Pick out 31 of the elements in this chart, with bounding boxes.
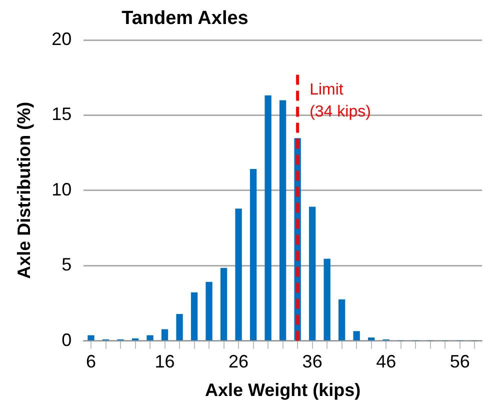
- y-tick-label: 10: [52, 179, 72, 200]
- bar: [220, 268, 228, 340]
- bar: [190, 292, 198, 340]
- y-tick-label: 20: [52, 28, 72, 49]
- y-tick-label: 0: [62, 330, 72, 350]
- chart-title: Tandem Axles: [120, 8, 250, 30]
- y-axis-title: Axle Distribution (%): [14, 102, 34, 279]
- bar: [279, 100, 286, 340]
- y-tick-label: 5: [62, 254, 72, 275]
- bar: [235, 208, 242, 340]
- bar: [161, 329, 168, 340]
- x-tick-label: 36: [302, 352, 322, 372]
- x-tick-label: 46: [376, 352, 396, 372]
- bar: [368, 337, 375, 340]
- bar: [353, 331, 360, 340]
- bar: [308, 206, 316, 340]
- bar: [206, 282, 212, 340]
- x-tick-label: 6: [86, 352, 96, 372]
- x-tick-label: 56: [450, 352, 470, 372]
- ref-line-label: Limit (34 kips): [310, 81, 371, 120]
- bar: [146, 335, 154, 340]
- bar: [176, 314, 183, 340]
- x-tick-label: 16: [154, 352, 175, 372]
- y-tick-label: 15: [52, 104, 72, 124]
- bar: [88, 335, 94, 340]
- x-tick-label: 26: [228, 352, 249, 372]
- bar: [264, 95, 272, 340]
- bar: [250, 169, 257, 340]
- x-axis-title: Axle Weight (kips): [204, 380, 361, 400]
- bar: [324, 258, 330, 340]
- bar: [338, 299, 346, 340]
